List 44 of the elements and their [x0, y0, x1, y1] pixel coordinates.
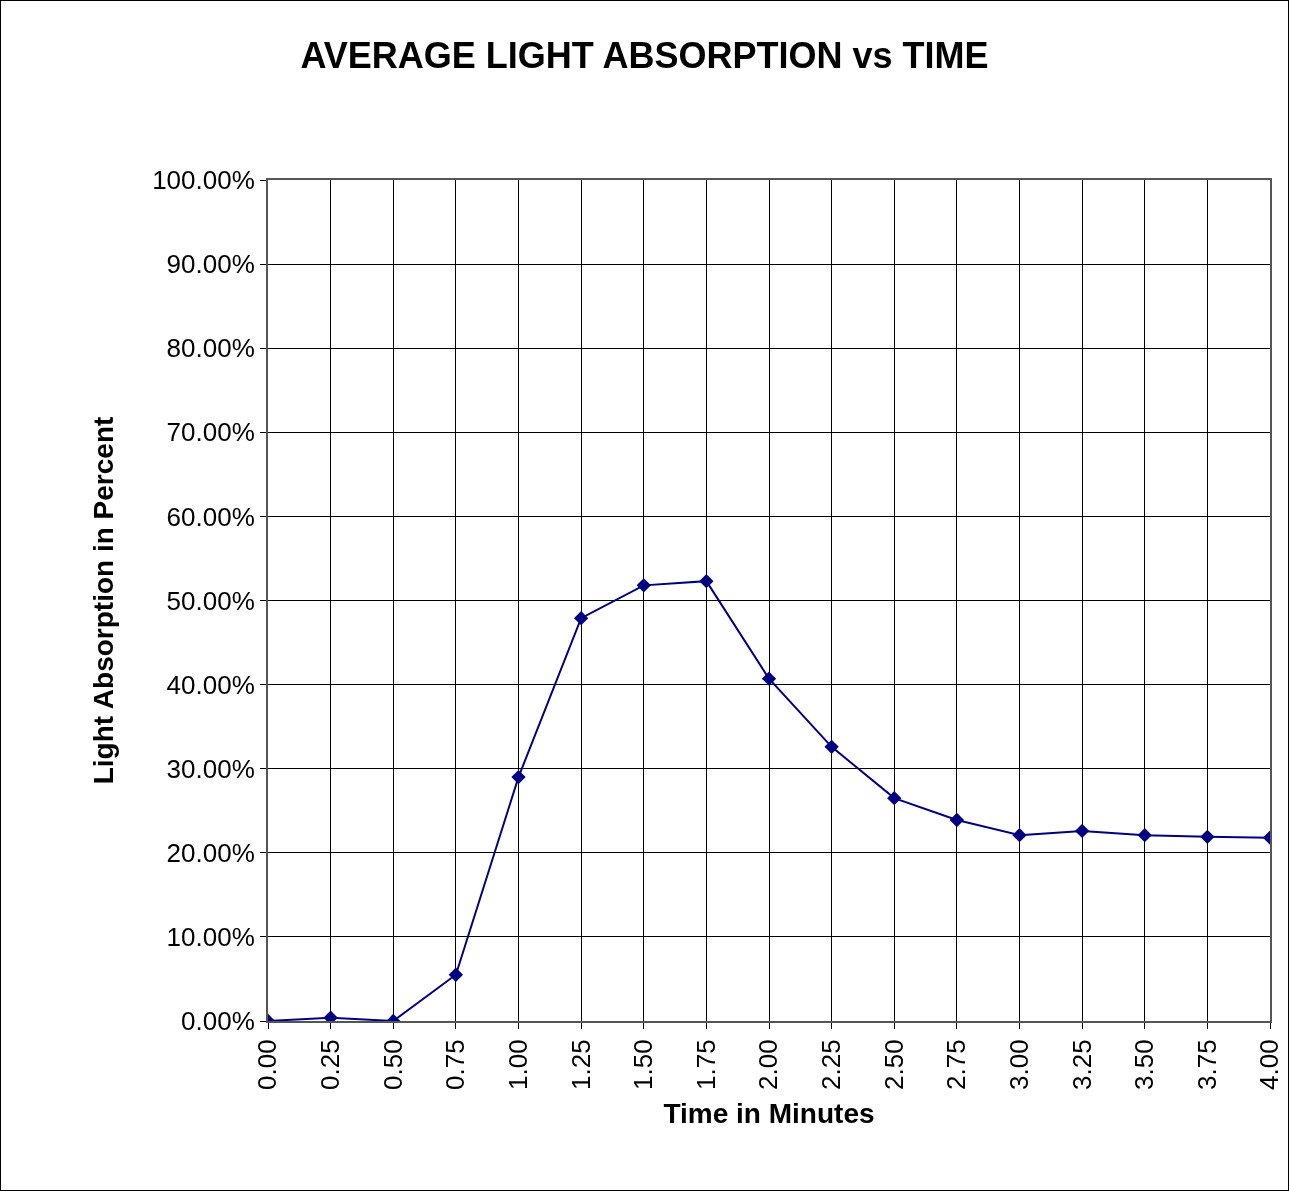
x-tick-label: 3.75: [1191, 1039, 1222, 1091]
point: [511, 769, 526, 785]
point: [1200, 829, 1215, 844]
y-tick-label: 0.00%: [181, 1006, 255, 1037]
point: [824, 739, 839, 754]
x-tick-label: 3.00: [1003, 1039, 1034, 1091]
x-tick-label: 0.50: [377, 1039, 408, 1091]
x-tick-label: 4.00: [1254, 1039, 1285, 1091]
y-axis-title: Light Absorption in Percent: [88, 416, 120, 785]
point: [1012, 827, 1027, 843]
x-tick-label: 3.25: [1066, 1039, 1097, 1091]
x-tick-label: 0.75: [440, 1039, 471, 1091]
y-tick-label: 60.00%: [166, 501, 255, 532]
y-tick-label: 100.00%: [152, 165, 255, 196]
y-tick-label: 10.00%: [166, 922, 255, 952]
y-tick-label: 30.00%: [166, 753, 255, 784]
y-tick-label: 80.00%: [166, 333, 255, 364]
y-tick-label: 20.00%: [166, 837, 255, 868]
x-tick-label: 1.25: [565, 1039, 596, 1091]
x-tick-label: 1.00: [502, 1039, 533, 1091]
x-tick-label: 2.75: [941, 1039, 972, 1091]
point: [887, 790, 902, 806]
point: [1074, 823, 1090, 839]
point: [448, 967, 464, 982]
x-tick-label: 2.00: [753, 1039, 784, 1091]
point: [636, 578, 651, 593]
y-tick-label: 90.00%: [166, 249, 255, 280]
x-tick-label: 2.25: [816, 1039, 847, 1091]
chart-title: AVERAGE LIGHT ABSORPTION vs TIME: [300, 34, 989, 76]
x-tick-label: 0.00: [252, 1039, 283, 1091]
point: [699, 574, 714, 589]
x-tick-label: 2.50: [878, 1039, 909, 1091]
point: [573, 611, 589, 626]
point: [761, 671, 777, 686]
x-tick-label: 0.25: [315, 1039, 346, 1091]
x-tick-label: 1.50: [628, 1039, 659, 1091]
y-tick-label: 40.00%: [166, 669, 255, 700]
y-tick-label: 50.00%: [166, 585, 255, 616]
point: [1137, 827, 1152, 843]
x-tick-label: 3.50: [1129, 1039, 1160, 1091]
x-tick-label: 1.75: [690, 1039, 721, 1091]
x-axis-title: Time in Minutes: [663, 1097, 875, 1129]
point: [949, 812, 965, 828]
y-tick-label: 70.00%: [166, 417, 255, 448]
